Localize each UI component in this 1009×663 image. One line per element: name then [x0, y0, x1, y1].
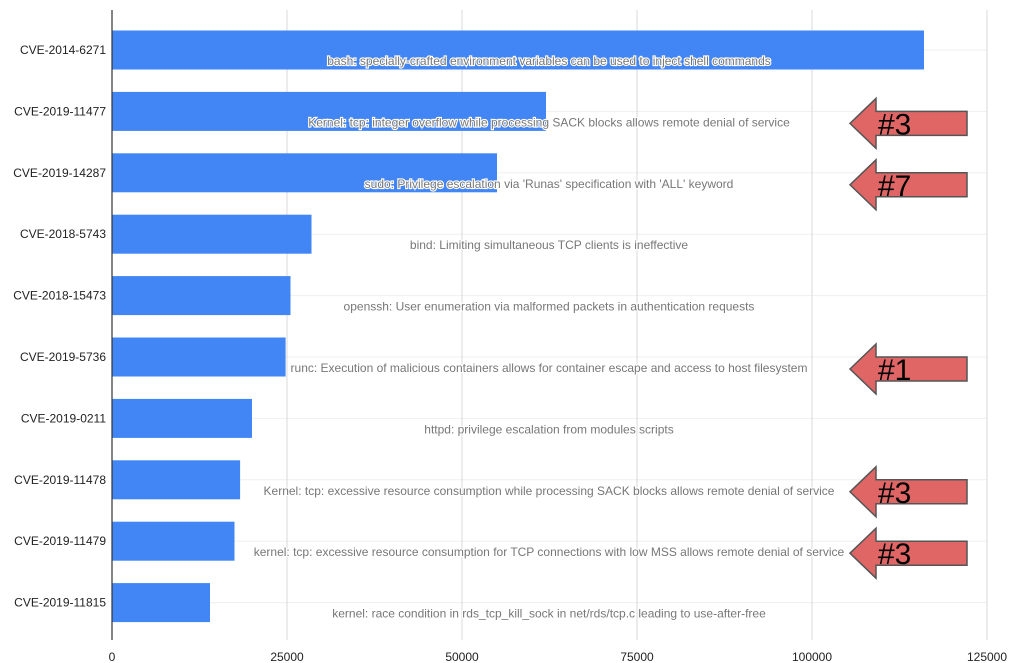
bar-description: openssh: User enumeration via malformed …: [344, 300, 755, 314]
bar-description: bind: Limiting simultaneous TCP clients …: [410, 238, 688, 252]
bar-description: sudo: Privilege escalation via 'Runas' s…: [365, 177, 734, 191]
bar: [112, 460, 241, 500]
annotation-label: #1: [878, 354, 911, 387]
annotation-arrow: [848, 158, 968, 212]
bar-description: kernel: tcp: excessive resource consumpt…: [254, 545, 845, 559]
y-tick-label: CVE-2018-5743: [20, 227, 106, 241]
x-tick-label: 50000: [445, 650, 479, 663]
annotation-label: #7: [878, 170, 911, 203]
y-tick-label: CVE-2019-11478: [14, 473, 106, 487]
x-tick-label: 75000: [620, 650, 654, 663]
y-tick-label: CVE-2014-6271: [20, 43, 106, 57]
bar: [112, 276, 291, 316]
y-tick-label: CVE-2019-14287: [13, 166, 106, 180]
annotation-arrow: [848, 526, 968, 580]
bar: [112, 91, 546, 131]
bar-description: bash: specially-crafted environment vari…: [327, 54, 771, 68]
axis-layer: 0 25000 50000 75000 100000 125000 CVE-2014-627…: [13, 10, 1007, 663]
annotation-arrow: [848, 465, 968, 519]
bar: [112, 153, 497, 193]
bar: [112, 337, 286, 377]
x-tick-label: 0: [109, 650, 116, 663]
bar-description: Kernel: tcp: integer overflow while proc…: [308, 115, 790, 129]
bar: [112, 583, 210, 623]
annotation-label: #3: [878, 477, 911, 510]
y-tick-label: CVE-2019-11477: [14, 104, 106, 118]
description-layer: bash: specially-crafted environment vari…: [253, 53, 846, 622]
x-tick-label: 25000: [270, 650, 304, 663]
y-tick-label: CVE-2019-0211: [21, 411, 106, 425]
bar: [112, 398, 252, 438]
y-tick-label: CVE-2019-11815: [14, 596, 106, 610]
bar-description: kernel: race condition in rds_tcp_kill_s…: [332, 607, 766, 621]
annotation-label: #3: [878, 538, 911, 571]
annotation-label: #3: [878, 108, 911, 141]
bar: [112, 30, 924, 70]
bar: [112, 214, 312, 254]
y-tick-label: CVE-2019-5736: [20, 350, 106, 364]
bar-description: Kernel: tcp: excessive resource consumpt…: [264, 484, 835, 498]
annotation-arrow: [848, 96, 968, 151]
bar-layer: [112, 30, 924, 623]
bar-description: runc: Execution of malicious containers …: [291, 361, 808, 375]
y-tick-label: CVE-2018-15473: [13, 289, 106, 303]
annotation-arrow: [848, 342, 968, 396]
x-tick-label: 100000: [792, 650, 832, 663]
bar-description: httpd: privilege escalation from modules…: [424, 422, 673, 436]
bar: [112, 521, 235, 561]
x-tick-label: 125000: [967, 650, 1007, 663]
y-tick-label: CVE-2019-11479: [14, 534, 106, 548]
annotation-layer: #3 #7 #1 #3 #3: [848, 96, 968, 580]
